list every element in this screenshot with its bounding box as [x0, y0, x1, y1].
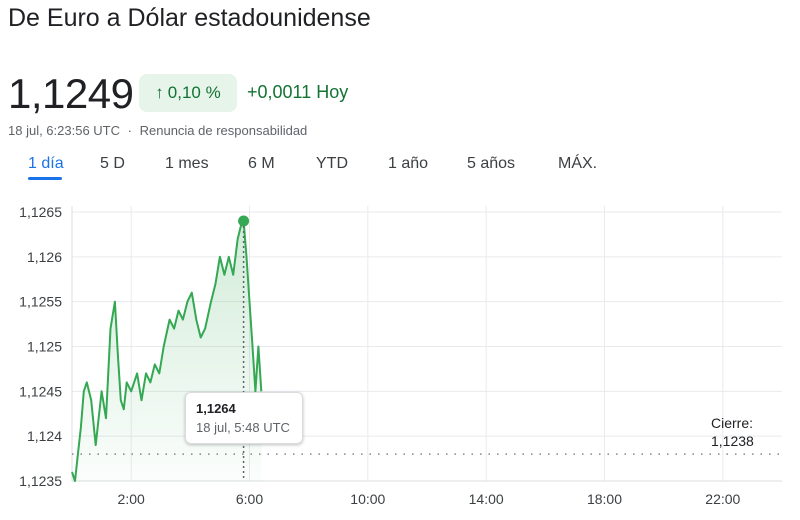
x-tick-label: 6:00: [236, 491, 263, 507]
change-absolute: +0,0011 Hoy: [247, 82, 349, 102]
tab-1-year[interactable]: 1 año: [388, 155, 429, 172]
x-tick-label: 10:00: [350, 491, 385, 507]
timestamp: 18 jul, 6:23:56 UTC: [8, 123, 121, 138]
change-percent-badge: ↑ 0,10 %: [139, 74, 237, 112]
y-tick-label: 1,124: [27, 428, 62, 444]
change-percent-value: 0,10 %: [167, 83, 221, 102]
tooltip-time: 18 jul, 5:48 UTC: [196, 420, 290, 435]
tooltip-value: 1,1264: [196, 401, 236, 416]
y-tick-label: 1,1235: [19, 473, 62, 489]
current-price: 1,1249: [8, 70, 134, 117]
price-line: [71, 220, 263, 482]
price-chart[interactable]: 1,12351,1241,12451,1251,12551,1261,1265 …: [0, 190, 800, 520]
hover-tooltip: 1,1264 18 jul, 5:48 UTC: [185, 392, 303, 444]
y-tick-label: 1,1255: [19, 294, 62, 310]
arrow-up-icon: ↑: [155, 83, 164, 102]
active-tab-indicator: [28, 177, 62, 180]
disclaimer-link[interactable]: Renuncia de responsabilidad: [139, 123, 308, 138]
x-tick-label: 14:00: [469, 491, 504, 507]
tab-5-days[interactable]: 5 D: [100, 155, 125, 172]
hover-point[interactable]: [238, 215, 250, 227]
tab-ytd[interactable]: YTD: [316, 155, 348, 172]
range-tabs: 1 día 5 D 1 mes 6 M YTD 1 año 5 años MÁX…: [0, 150, 800, 184]
x-tick-label: 2:00: [118, 491, 145, 507]
tab-6-months[interactable]: 6 M: [248, 155, 275, 172]
tab-5-years[interactable]: 5 años: [467, 155, 516, 172]
y-tick-label: 1,1245: [19, 383, 62, 399]
y-tick-label: 1,125: [27, 339, 62, 355]
tab-max[interactable]: MÁX.: [558, 155, 598, 172]
x-tick-label: 18:00: [587, 491, 622, 507]
close-label-text: Cierre:: [711, 415, 754, 431]
price-meta: 18 jul, 6:23:56 UTC · Renuncia de respon…: [8, 123, 307, 138]
tab-1-month[interactable]: 1 mes: [165, 155, 209, 172]
meta-separator: ·: [127, 123, 132, 138]
close-value: 1,1238: [711, 433, 754, 449]
tab-1-day[interactable]: 1 día: [28, 155, 64, 172]
x-tick-label: 22:00: [705, 491, 740, 507]
y-tick-label: 1,126: [27, 249, 62, 265]
close-annotation: Cierre: 1,1238: [711, 414, 754, 450]
page-title: De Euro a Dólar estadounidense: [8, 4, 371, 32]
y-tick-label: 1,1265: [19, 204, 62, 220]
